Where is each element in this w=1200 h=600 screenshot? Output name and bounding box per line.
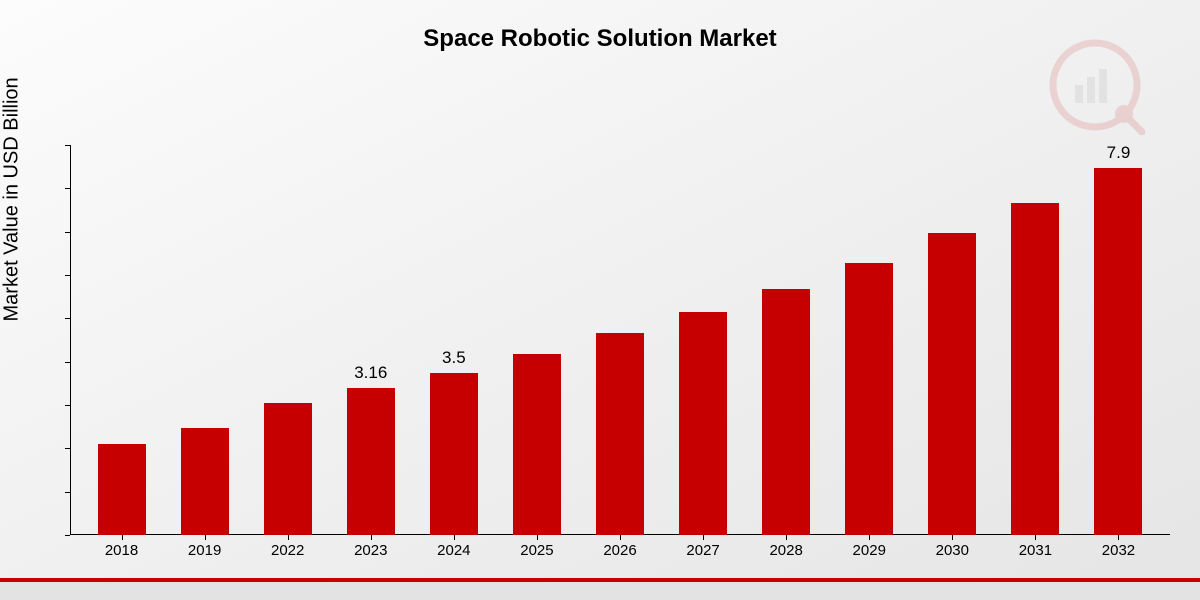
bar-group: 3.16 [329,145,412,535]
x-axis-category: 2024 [412,542,495,559]
bar-group [745,145,828,535]
x-axis-category: 2022 [246,542,329,559]
x-axis-category: 2028 [745,542,828,559]
x-tick [869,535,870,540]
bar-value-label: 3.16 [354,363,387,383]
bar-group [911,145,994,535]
bar-group [994,145,1077,535]
x-labels-container: 2018201920222023202420252026202720282029… [70,542,1170,559]
bars-container: 3.16 3.5 7.9 [70,145,1170,535]
x-tick [786,535,787,540]
y-tick [65,188,70,189]
x-axis-category: 2030 [911,542,994,559]
x-tick [205,535,206,540]
bar-value-label: 7.9 [1107,143,1131,163]
bar [98,444,146,535]
x-axis-category: 2026 [578,542,661,559]
y-tick [65,448,70,449]
x-tick [703,535,704,540]
x-tick [1035,535,1036,540]
y-tick [65,362,70,363]
bar [264,403,312,535]
x-axis-category: 2023 [329,542,412,559]
bar-group [578,145,661,535]
x-axis-category: 2019 [163,542,246,559]
y-tick [65,232,70,233]
bar [181,428,229,535]
x-axis-category: 2025 [495,542,578,559]
x-axis-category: 2029 [828,542,911,559]
watermark-logo [1045,35,1145,135]
x-tick [620,535,621,540]
bar-value-label: 3.5 [442,348,466,368]
bar [679,312,727,535]
y-tick [65,535,70,536]
x-axis-category: 2032 [1077,542,1160,559]
y-tick [65,492,70,493]
bar [596,333,644,535]
x-tick [288,535,289,540]
bar-group [495,145,578,535]
bar [762,289,810,535]
bar-group [662,145,745,535]
x-axis-category: 2031 [994,542,1077,559]
plot-area: 3.16 3.5 7.9 [70,145,1170,535]
bar [430,373,478,536]
y-tick [65,275,70,276]
bar-group [828,145,911,535]
x-tick [454,535,455,540]
bar [845,263,893,535]
bar-group [80,145,163,535]
bar [928,233,976,535]
x-tick [1118,535,1119,540]
chart-title: Space Robotic Solution Market [0,25,1200,53]
y-tick [65,318,70,319]
bar [347,388,395,535]
x-axis-category: 2018 [80,542,163,559]
y-tick [65,145,70,146]
x-axis-category: 2027 [662,542,745,559]
bar-group [163,145,246,535]
x-tick [122,535,123,540]
bar-group: 3.5 [412,145,495,535]
bar [513,354,561,535]
chart-container: Space Robotic Solution Market Market Val… [0,0,1200,600]
footer-bar [0,578,1200,600]
x-tick [952,535,953,540]
bar-group [246,145,329,535]
y-axis-label: Market Value in USD Billion [1,77,24,321]
x-tick [537,535,538,540]
bar-group: 7.9 [1077,145,1160,535]
bar [1094,168,1142,535]
bar [1011,203,1059,535]
y-tick [65,405,70,406]
x-tick [371,535,372,540]
